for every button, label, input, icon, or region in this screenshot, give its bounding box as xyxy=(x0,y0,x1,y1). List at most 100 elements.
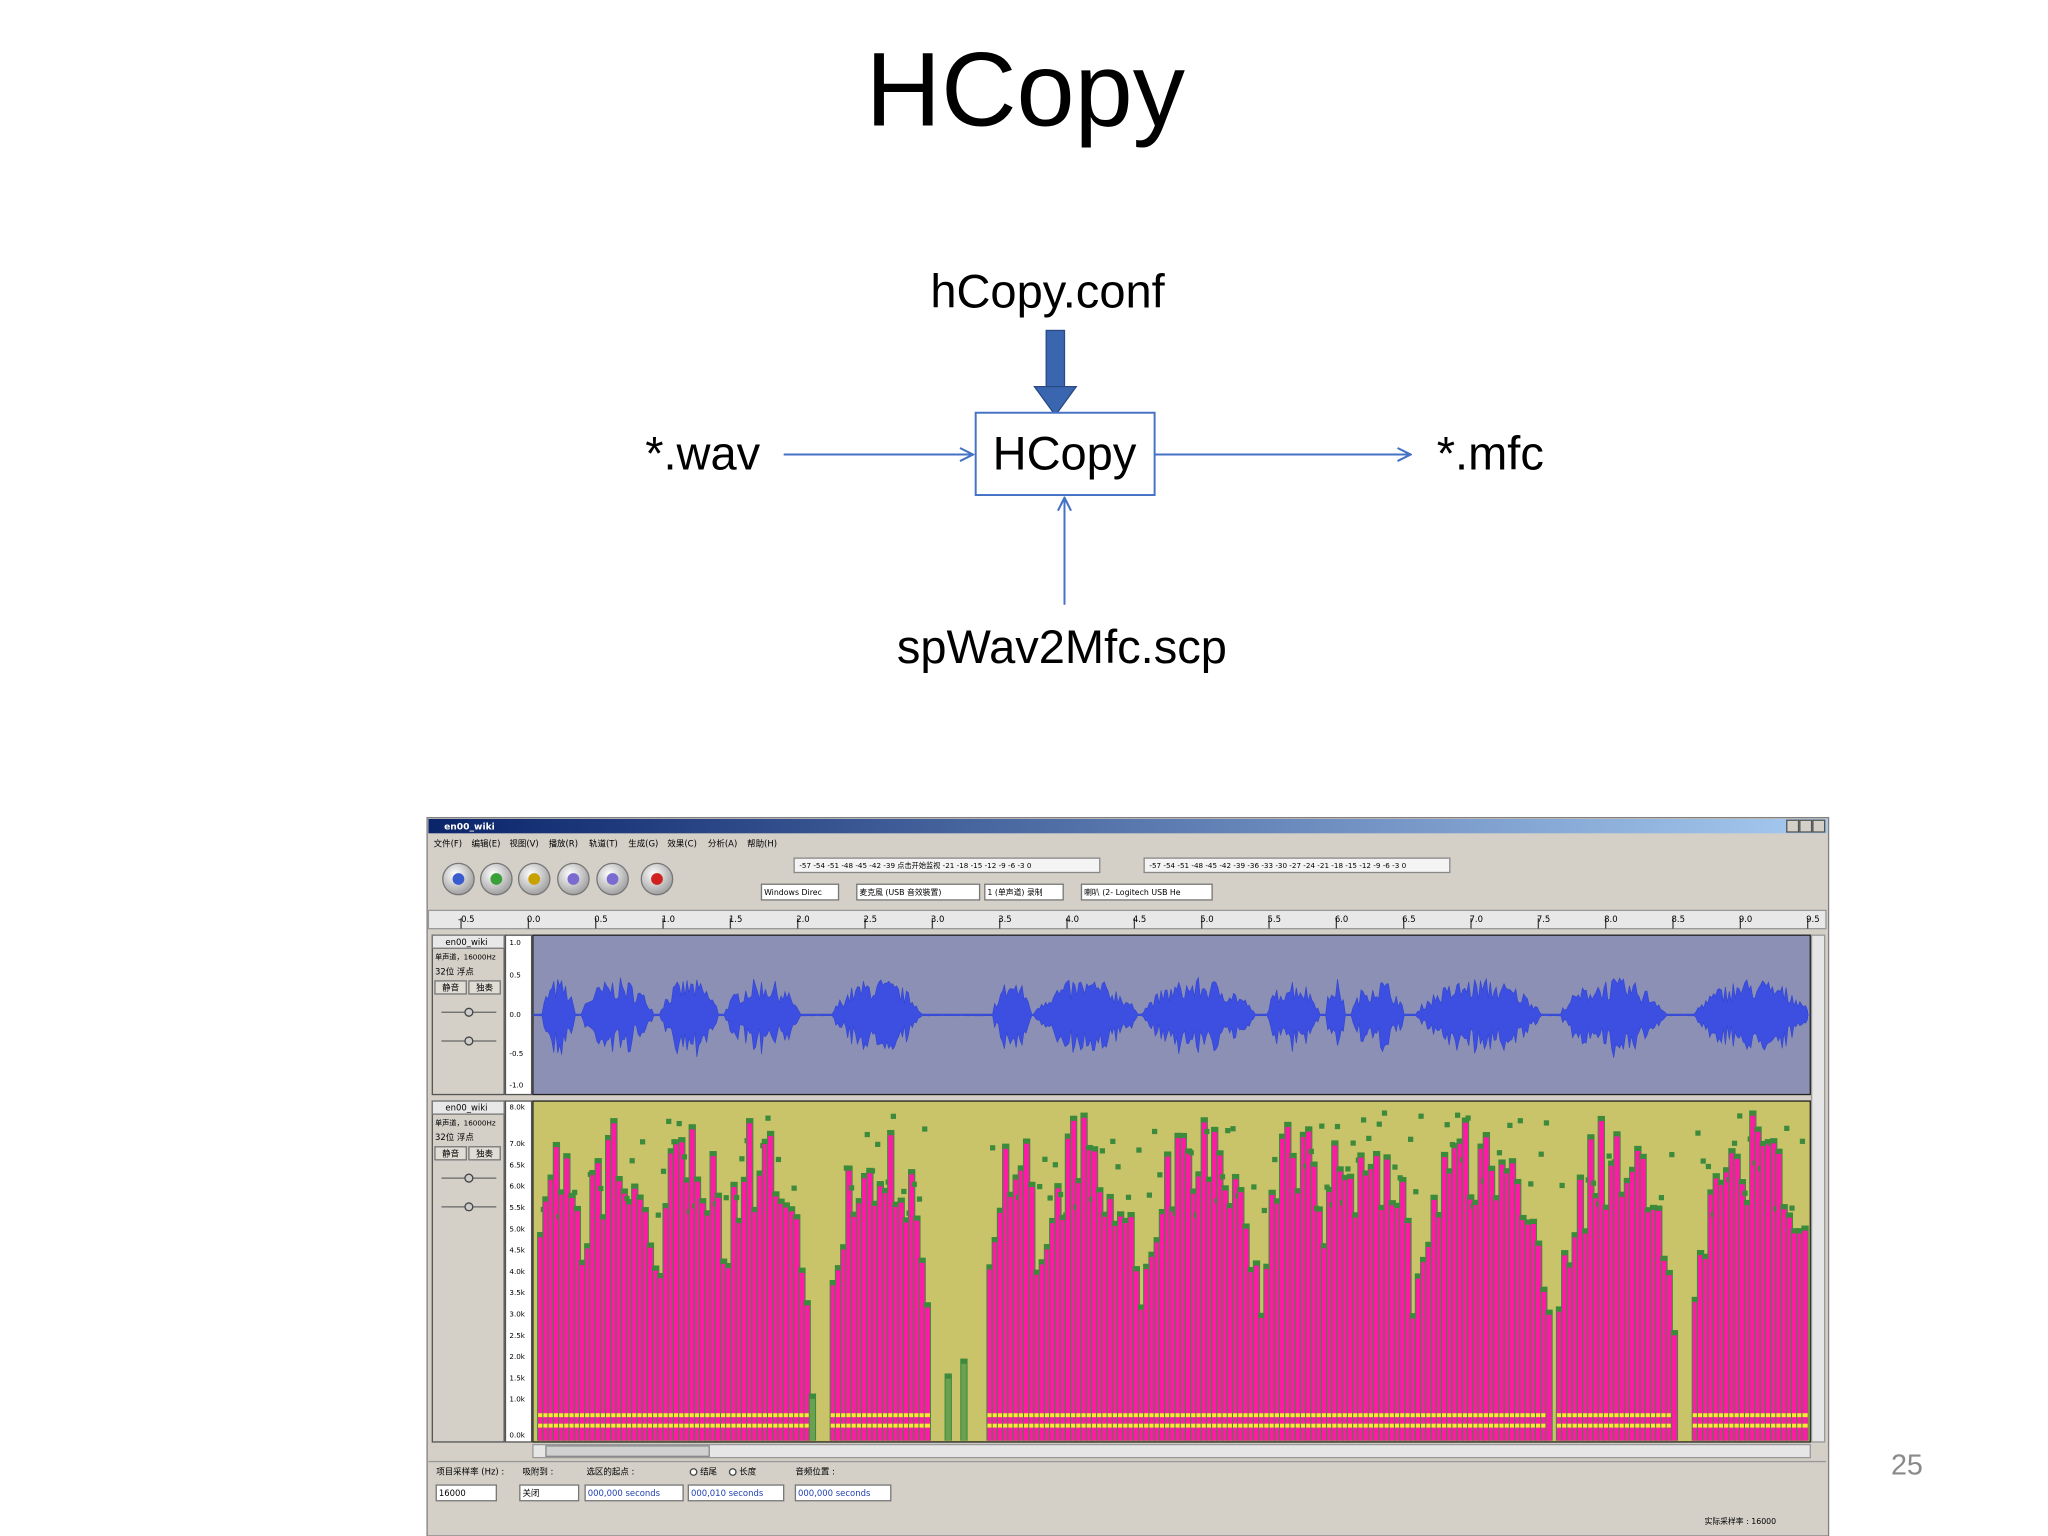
spectrogram xyxy=(537,1110,1809,1441)
harmonic-band xyxy=(1431,1423,1437,1428)
harmonic-band xyxy=(1650,1423,1657,1428)
track-name-box[interactable] xyxy=(431,1100,505,1115)
harmonic-band xyxy=(1102,1423,1108,1428)
harmonic-band xyxy=(579,1423,586,1428)
dropdown[interactable] xyxy=(760,883,840,901)
spectrum-column xyxy=(1353,1217,1359,1441)
status-text: 实际采样率 : 16000 xyxy=(1704,1516,1776,1526)
track-name-box[interactable] xyxy=(431,934,505,949)
harmonic-band xyxy=(1426,1413,1432,1418)
spectrum-column xyxy=(673,1144,680,1441)
harmonic-band xyxy=(1076,1413,1082,1418)
radio[interactable] xyxy=(728,1468,737,1476)
radio[interactable] xyxy=(689,1468,698,1476)
harmonic-band xyxy=(1018,1413,1024,1418)
status-field[interactable] xyxy=(794,1484,892,1502)
harmonic-band xyxy=(1765,1423,1772,1428)
spectrum-column xyxy=(1154,1242,1160,1441)
spectrum-speck xyxy=(681,1154,688,1160)
harmonic-band xyxy=(1149,1413,1155,1418)
spectrum-column xyxy=(1034,1274,1040,1441)
track-name: en00_wiki xyxy=(445,1103,487,1113)
mute-button[interactable] xyxy=(434,1146,467,1161)
menu-item[interactable]: 生成(G) xyxy=(628,838,658,848)
spectrum-column xyxy=(1206,1181,1213,1441)
spectrum-column xyxy=(621,1193,627,1441)
harmonic-band xyxy=(1368,1413,1375,1418)
scrollbar[interactable] xyxy=(1810,934,1826,1443)
waveform xyxy=(533,976,1808,1058)
status-field[interactable] xyxy=(519,1484,580,1502)
slider-thumb[interactable] xyxy=(464,1007,474,1017)
dropdown[interactable] xyxy=(1080,883,1213,901)
menu-item[interactable]: 分析(A) xyxy=(708,838,737,848)
menu-item[interactable]: 帮助(H) xyxy=(747,838,777,848)
spectrum-speck xyxy=(1099,1148,1105,1154)
spectrum-speck xyxy=(1360,1117,1367,1123)
spectrum-column xyxy=(1755,1131,1761,1441)
scroll-thumb[interactable] xyxy=(545,1445,710,1457)
status-field[interactable] xyxy=(435,1484,497,1502)
spectrum-column xyxy=(642,1212,648,1441)
slider-thumb[interactable] xyxy=(464,1036,474,1046)
harmonic-band xyxy=(1185,1423,1192,1428)
spectrum-speck xyxy=(1742,1190,1748,1196)
harmonic-band xyxy=(872,1423,878,1428)
harmonic-band xyxy=(1504,1423,1510,1428)
spectrum-speck xyxy=(1408,1136,1414,1142)
harmonic-band xyxy=(731,1423,737,1428)
harmonic-band xyxy=(903,1413,910,1418)
spectrum-column xyxy=(1577,1179,1584,1441)
spectrum-column xyxy=(856,1203,863,1441)
menu-item[interactable]: 播放(R) xyxy=(549,838,578,848)
harmonic-band xyxy=(1091,1423,1098,1428)
mute-button[interactable] xyxy=(434,980,467,995)
solo-button[interactable] xyxy=(468,980,501,995)
ruler-label: 5.5 xyxy=(1268,914,1281,924)
ruler-label: 2.0 xyxy=(796,914,809,924)
dropdown[interactable] xyxy=(984,883,1064,901)
ruler-label: 7.5 xyxy=(1537,914,1550,924)
ruler-label: 6.5 xyxy=(1402,914,1415,924)
harmonic-band xyxy=(1504,1413,1510,1418)
spectrum-speck xyxy=(1418,1113,1424,1119)
spectrum-speck xyxy=(848,1185,855,1191)
slider-thumb[interactable] xyxy=(464,1202,474,1212)
menu-item[interactable]: 文件(F) xyxy=(434,838,462,848)
solo-button[interactable] xyxy=(468,1146,501,1161)
menu-item[interactable]: 编辑(E) xyxy=(472,838,501,848)
harmonic-band xyxy=(835,1413,842,1418)
harmonic-band xyxy=(673,1423,680,1428)
scale-strip xyxy=(504,1100,533,1443)
menu-item[interactable]: 效果(C) xyxy=(667,838,696,848)
harmonic-band xyxy=(1264,1423,1270,1428)
menu-item[interactable]: 视图(V) xyxy=(509,838,538,848)
spectrum-column xyxy=(1499,1164,1505,1441)
slider-thumb[interactable] xyxy=(464,1173,474,1183)
harmonic-band xyxy=(1572,1423,1578,1428)
harmonic-band xyxy=(1112,1423,1119,1428)
harmonic-band xyxy=(1008,1423,1014,1428)
harmonic-band xyxy=(715,1423,721,1428)
spectrum-speck xyxy=(1146,1192,1152,1198)
harmonic-band xyxy=(1112,1413,1119,1418)
harmonic-band xyxy=(647,1423,654,1428)
harmonic-band xyxy=(888,1413,894,1418)
scrollbar[interactable] xyxy=(532,1443,1811,1459)
spectrum-column xyxy=(1060,1220,1066,1441)
window-button[interactable] xyxy=(1799,819,1813,833)
window-button[interactable] xyxy=(1786,819,1800,833)
slide-title: HCopy xyxy=(866,32,1186,149)
ruler-label: 5.0 xyxy=(1200,914,1213,924)
menu-item[interactable]: 轨道(T) xyxy=(589,838,618,848)
harmonic-band xyxy=(1013,1413,1019,1418)
spectrum-column xyxy=(1462,1122,1469,1441)
diagram: hCopy.conf *.wav HCopy *.mfc spWav2Mfc.s… xyxy=(645,265,1544,673)
window-button[interactable] xyxy=(1812,819,1826,833)
status-field[interactable] xyxy=(687,1484,785,1502)
spectrum-speck xyxy=(775,1156,782,1163)
dropdown[interactable] xyxy=(856,883,981,901)
harmonic-band xyxy=(621,1423,627,1428)
harmonic-band xyxy=(647,1413,654,1418)
status-field[interactable] xyxy=(584,1484,684,1502)
